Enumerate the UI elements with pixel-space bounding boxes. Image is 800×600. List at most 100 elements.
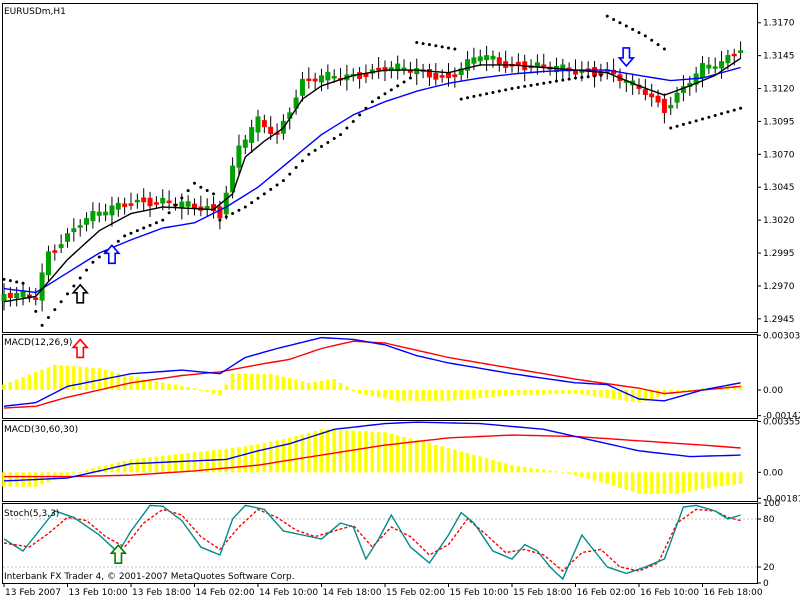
y-tick-label-stoch-0: 100 [763, 499, 780, 509]
histogram-bar [599, 390, 603, 398]
histogram-bar [275, 375, 279, 390]
histogram-bar [167, 455, 171, 473]
bull-candle [223, 192, 229, 215]
histogram-bar [491, 390, 495, 398]
macd-slow-pane[interactable] [2, 421, 743, 494]
histogram-bar [319, 429, 324, 473]
histogram-bar [364, 390, 368, 395]
histogram-bar [529, 467, 533, 473]
parabolic-sar-dot [478, 93, 482, 97]
bear-candle [128, 203, 134, 206]
bull-candle [401, 67, 407, 71]
histogram-bar [211, 390, 216, 394]
histogram-bar [154, 381, 159, 390]
parabolic-sar-dot [383, 92, 387, 96]
parabolic-sar-dot [497, 89, 501, 93]
histogram-bar [287, 378, 292, 390]
bull-candle [490, 55, 496, 60]
histogram-bar [268, 441, 273, 473]
histogram-bar [370, 431, 375, 473]
parabolic-sar-dot [129, 231, 133, 235]
bear-candle [141, 197, 147, 203]
histogram-bar [97, 466, 102, 473]
histogram-bar [65, 472, 70, 476]
histogram-bar [700, 472, 705, 490]
histogram-bar [199, 390, 203, 391]
parabolic-sar-dot [167, 211, 171, 215]
histogram-bar [300, 381, 305, 390]
parabolic-sar-dot [434, 44, 438, 48]
histogram-bar [408, 438, 413, 473]
histogram-bar [97, 368, 102, 390]
histogram-bar [681, 472, 686, 493]
parabolic-sar-dot [548, 80, 552, 84]
bull-candle [719, 61, 725, 69]
histogram-bar [294, 379, 298, 390]
histogram-bar [675, 390, 679, 394]
parabolic-sar-dot [643, 34, 647, 38]
bear-candle [426, 69, 432, 78]
parabolic-sar-dot [694, 119, 698, 123]
bear-candle [446, 72, 451, 79]
histogram-bar [364, 431, 368, 473]
parabolic-sar-dot [332, 137, 336, 141]
histogram-bar [180, 453, 184, 473]
histogram-bar [205, 390, 209, 392]
bull-candle [255, 116, 261, 133]
y-tick-label-main-3: 1.3095 [763, 117, 795, 127]
bear-candle [376, 67, 382, 71]
histogram-bar [478, 390, 483, 399]
parabolic-sar-dot [224, 215, 228, 219]
histogram-bar [484, 390, 489, 398]
histogram-bar [33, 372, 38, 390]
histogram-bar [605, 472, 610, 484]
parabolic-sar-dot [447, 46, 450, 50]
x-tick-label-2: 13 Feb 18:00 [132, 588, 191, 598]
histogram-bar [383, 432, 387, 473]
y-tick-label-macd1-1: 0.00 [763, 386, 783, 396]
histogram-bar [561, 472, 565, 474]
histogram-bar [313, 381, 317, 390]
histogram-bar [630, 472, 635, 492]
bull-candle [331, 76, 337, 79]
bear-candle [541, 64, 547, 68]
histogram-bar [434, 390, 438, 401]
y-tick-label-macd2-1: 0.00 [763, 468, 783, 478]
macd-fast-label: MACD(12,26,9) [4, 338, 72, 348]
parabolic-sar-dot [269, 187, 273, 191]
histogram-bar [300, 434, 305, 473]
bull-candle [668, 104, 674, 109]
histogram-bar [243, 373, 248, 390]
histogram-bar [224, 448, 229, 473]
stochastic-pane[interactable] [3, 504, 757, 581]
pane-frame-macd2 [2, 420, 758, 502]
parabolic-sar-dot [116, 239, 120, 243]
macd-slow-label: MACD(30,60,30) [4, 425, 78, 435]
bull-candle [103, 211, 109, 216]
stoch-main-line [3, 504, 741, 581]
histogram-bar [243, 446, 248, 473]
histogram-bar [637, 390, 641, 403]
parabolic-sar-dot [339, 133, 343, 137]
macd-fast-pane[interactable] [2, 336, 743, 409]
stoch-signal-line [3, 508, 741, 572]
x-tick-label-1: 13 Feb 10:00 [69, 588, 128, 598]
bull-candle [471, 57, 477, 64]
parabolic-sar-dot [300, 159, 304, 163]
parabolic-sar-dot [669, 126, 673, 130]
histogram-bar [637, 472, 641, 494]
x-tick-label-6: 15 Feb 02:00 [386, 588, 445, 598]
histogram-bar [427, 390, 432, 401]
histogram-bar [427, 443, 432, 473]
price-pane[interactable] [1, 14, 744, 327]
histogram-bar [535, 390, 540, 395]
histogram-bar [510, 465, 514, 473]
parabolic-sar-dot [40, 323, 44, 327]
x-tick-label-0: 13 Feb 2007 [5, 588, 61, 598]
histogram-bar [237, 373, 241, 390]
parabolic-sar-dot [618, 21, 622, 25]
histogram-bar [376, 390, 381, 398]
histogram-bar [237, 447, 241, 473]
histogram-bar [522, 466, 527, 473]
histogram-bar [726, 472, 730, 486]
